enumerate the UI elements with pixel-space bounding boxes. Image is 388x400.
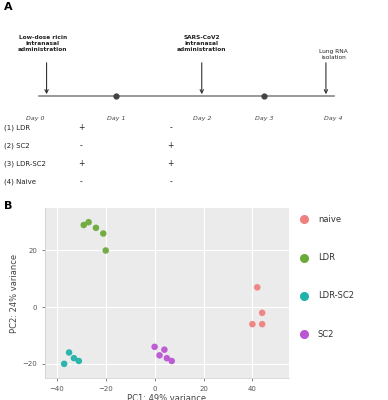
Text: -: -	[169, 124, 172, 132]
Point	[100, 230, 106, 237]
Point	[66, 349, 72, 356]
Text: +: +	[168, 142, 174, 150]
Text: (1) LDR: (1) LDR	[4, 125, 30, 131]
Text: -: -	[169, 178, 172, 186]
Text: Low-dose ricin
intranasal
administration: Low-dose ricin intranasal administration	[18, 35, 68, 52]
Text: +: +	[78, 124, 85, 132]
Point	[156, 352, 163, 358]
Text: B: B	[4, 201, 12, 211]
Point	[164, 355, 170, 361]
Point	[102, 247, 109, 254]
X-axis label: PC1: 49% variance: PC1: 49% variance	[127, 394, 206, 400]
Point	[61, 361, 67, 367]
Point	[151, 344, 158, 350]
Text: -: -	[80, 142, 83, 150]
Text: LDR-SC2: LDR-SC2	[318, 292, 354, 300]
Point	[76, 358, 82, 364]
Text: Day 4: Day 4	[324, 116, 343, 121]
Point	[161, 346, 168, 353]
Point	[249, 321, 255, 327]
Text: Day 1: Day 1	[107, 116, 126, 121]
Text: (4) Naive: (4) Naive	[4, 179, 36, 185]
Y-axis label: PC2: 24% variance: PC2: 24% variance	[10, 254, 19, 332]
Point	[93, 225, 99, 231]
Text: A: A	[4, 2, 12, 12]
Text: SARS-CoV2
intranasal
administration: SARS-CoV2 intranasal administration	[177, 35, 227, 52]
Point	[259, 310, 265, 316]
Text: (2) SC2: (2) SC2	[4, 143, 29, 149]
Text: Day 2: Day 2	[192, 116, 211, 121]
Point	[81, 222, 87, 228]
Point	[169, 358, 175, 364]
Text: (3) LDR-SC2: (3) LDR-SC2	[4, 161, 46, 167]
Text: Day 3: Day 3	[255, 116, 273, 121]
Text: naive: naive	[318, 215, 341, 224]
Point	[85, 219, 92, 225]
Point	[71, 355, 77, 361]
Text: Day 0: Day 0	[26, 116, 44, 121]
Text: Lung RNA
isolation: Lung RNA isolation	[319, 49, 348, 60]
Text: -: -	[80, 178, 83, 186]
Text: +: +	[168, 160, 174, 168]
Point	[259, 321, 265, 327]
Text: SC2: SC2	[318, 330, 334, 339]
Text: +: +	[78, 160, 85, 168]
Point	[254, 284, 260, 290]
Text: LDR: LDR	[318, 253, 335, 262]
